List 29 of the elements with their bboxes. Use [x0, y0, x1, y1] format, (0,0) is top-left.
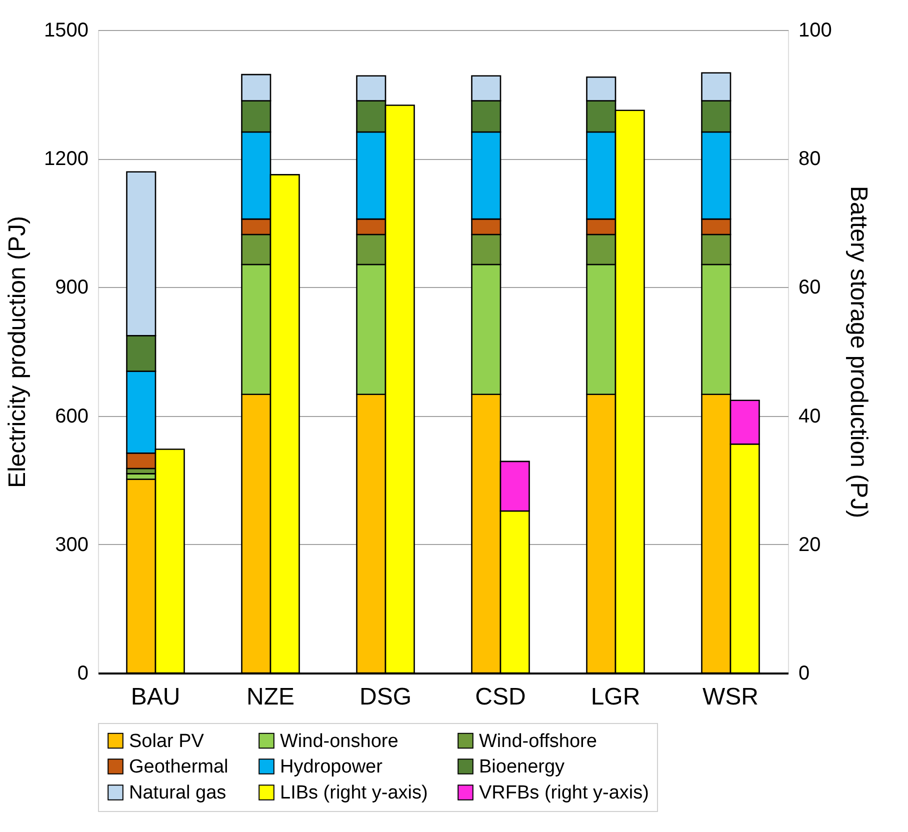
- legend-label: LIBs (right y-axis): [280, 782, 428, 804]
- y2-tick-label: 20: [798, 534, 821, 556]
- legend-label: Wind-onshore: [280, 730, 398, 752]
- y-tick-label: 1500: [44, 20, 88, 42]
- legend-label: Wind-offshore: [479, 730, 597, 752]
- legend-label: Geothermal: [129, 756, 228, 778]
- x-tick-label: DSG: [359, 684, 412, 710]
- y-axis-title: Electricity production (PJ): [4, 216, 32, 488]
- x-tick-label: BAU: [130, 684, 180, 710]
- y2-tick-label: 40: [798, 405, 821, 428]
- y2-axis-title: Battery storage production (PJ): [844, 186, 872, 518]
- y2-tick-label: 0: [798, 662, 810, 684]
- y2-tick-label: 80: [798, 148, 821, 170]
- legend-label: Natural gas: [129, 782, 226, 804]
- y-tick-label: 300: [55, 534, 88, 556]
- y-tick-label: 1200: [44, 148, 88, 170]
- y-tick-label: 0: [77, 662, 88, 684]
- y2-tick-label: 100: [798, 20, 832, 42]
- legend-label: Solar PV: [129, 730, 204, 752]
- y-tick-label: 900: [55, 276, 88, 299]
- x-tick-label: WSR: [702, 684, 758, 710]
- y2-tick-label: 60: [798, 276, 821, 299]
- y-tick-label: 600: [55, 405, 88, 428]
- x-tick-label: CSD: [475, 684, 526, 710]
- x-tick-label: LGR: [590, 684, 640, 710]
- legend-label: Hydropower: [280, 756, 384, 778]
- x-tick-label: NZE: [246, 684, 294, 710]
- legend-label: Bioenergy: [479, 756, 566, 778]
- legend-label: VRFBs (right y-axis): [479, 782, 649, 804]
